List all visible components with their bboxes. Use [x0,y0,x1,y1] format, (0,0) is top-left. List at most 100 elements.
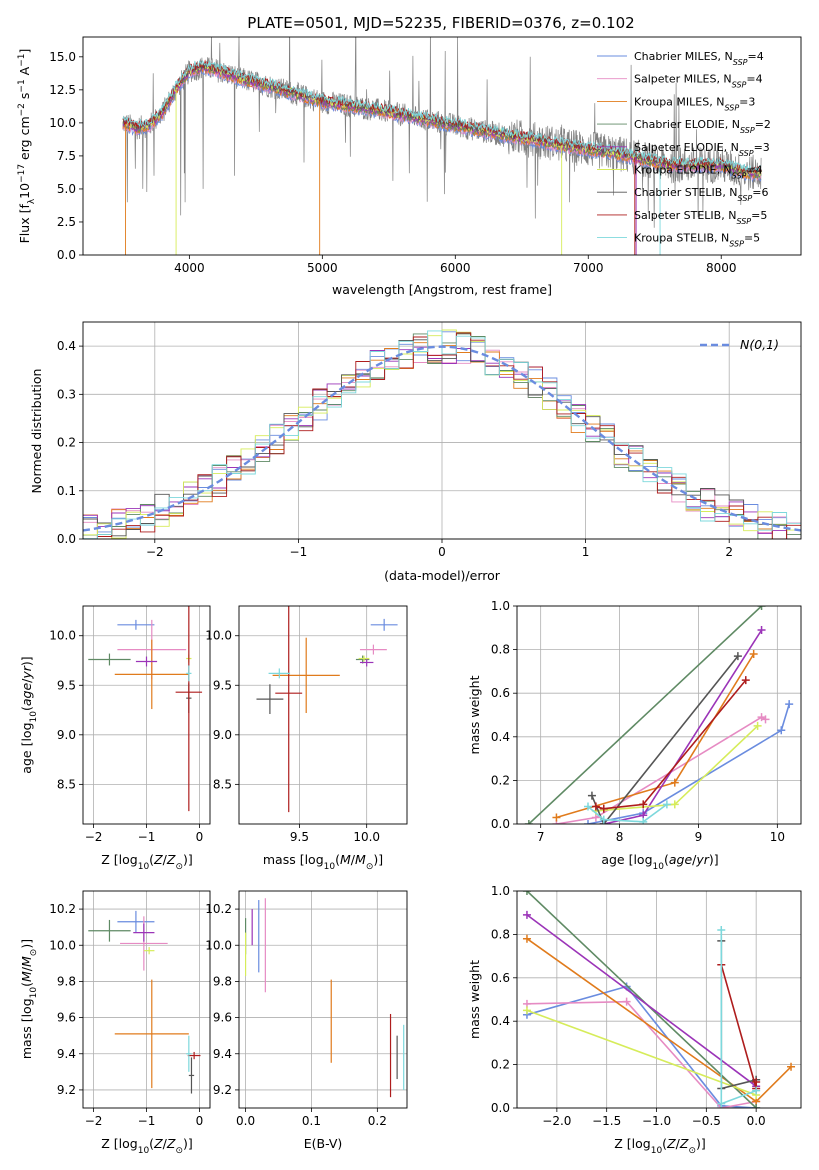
spectrum-frame [82,36,802,256]
weight_vs_Z-point-marker [717,926,726,935]
weight_vs_Z-point-marker [787,1062,796,1071]
weight_vs_age-series-line [587,803,668,823]
age_vs_mass-errorbar [359,644,387,655]
age-vs-z-xlabel: Z [log10(Z/Z⊙)] [101,852,193,872]
weight_vs_Z-series-line [720,964,758,1089]
weight_vs_Z-ytick-label: 0.6 [491,971,510,985]
residuals-xtick-label: −2 [146,545,164,559]
mass_vs_Z-xtick-label: 0 [196,1114,204,1128]
weight_vs_Z-xtick-label: −1.0 [642,1114,671,1128]
age_vs_mass-frame [238,605,408,825]
weight_vs_age-ytick-label: 0.4 [491,730,510,744]
mass_vs_EBV-ytick-label: 10.0 [205,938,232,952]
weight_vs_Z-frame [516,890,802,1109]
weight_vs_age-axes: 7 8 9 10 0.0 0.2 0.4 0.6 0.8 1.0 [491,599,802,844]
residuals-ytick-label: 0.0 [57,532,76,546]
weight_vs_age-point-marker [552,813,561,822]
weight_vs_age-point-marker [749,649,758,658]
weight_vs_age-ytick-label: 0.6 [491,686,510,700]
residuals-legend-label: N(0,1) [740,337,779,352]
weight_vs_Z-series-line [720,930,757,1105]
weight_vs_age-xtick-label: 10 [770,830,785,844]
weight_vs_age-series-line [528,606,763,824]
residuals-xtick-label: −1 [290,545,308,559]
age_vs_mass-errorbar [370,618,398,631]
weight_vs_age-xtick-label: 7 [537,830,545,844]
age_vs_Z-errorbar [135,656,158,667]
residuals-histogram [83,332,801,539]
weight_vs_age-point-marker [753,721,762,730]
spectrum-ytick-label: 15.0 [49,50,76,64]
weight_vs_age-series-line [591,655,739,824]
mass_vs_EBV-ytick-label: 9.4 [213,1047,232,1061]
age_vs_Z-xtick-label: −1 [138,830,156,844]
spectrum-xtick-label: 7000 [573,261,604,275]
mass_vs_Z-axes: −2 −1 0 9.2 9.4 9.6 9.8 10.0 10.2 [49,890,211,1128]
weight_vs_Z-point-marker [752,1077,761,1086]
mass_vs_Z-ytick-label: 9.2 [57,1083,76,1097]
weight_vs_age-point-marker [757,625,766,634]
residuals-xlabel: (data-model)/error [384,568,501,583]
age_vs_Z-errorbar [88,653,131,666]
weight_vs_Z-xtick-label: −0.5 [692,1114,721,1128]
weight_vs_Z-series-line [526,1009,757,1096]
mass-vs-z-xlabel: Z [log10(Z/Z⊙)] [101,1136,193,1156]
spectrum-model-line [122,60,762,174]
weight_vs_age-ytick-label: 0.0 [491,817,510,831]
mass_vs_Z-errorbar [188,1057,195,1094]
weight_vs_age-point-marker [757,606,766,610]
weight_vs_Z-point-marker [522,891,531,895]
age_vs_Z-ytick-label: 10.0 [49,629,76,643]
weight_vs_Z-ytick-label: 0.4 [491,1014,510,1028]
weight_vs_age-point-marker [785,700,794,709]
weight_vs_Z-series-line [526,985,757,1108]
weight_vs_age-plot-area [524,606,794,824]
mass_vs_EBV-plot-area [244,898,405,1098]
age_vs_mass-ytick-label: 9.5 [213,678,232,692]
age-vs-mass-xlabel: mass [log10(M/M⊙)] [263,852,383,872]
mass_vs_Z-ytick-label: 10.2 [49,902,76,916]
weight_vs_age-point-marker [584,820,592,824]
weight_vs_Z-point-marker [752,1104,761,1108]
spectrum-xtick-label: 6000 [440,261,471,275]
age_vs_Z-errorbar [117,619,155,630]
figure-title: PLATE=0501, MJD=52235, FIBERID=0376, z=0… [247,14,634,32]
weight_vs_age-series-line [556,716,766,824]
spectrum-legend-label: Kroupa MILES, NSSP=3 [634,95,755,112]
mass_vs_Z-xtick-label: −2 [85,1114,103,1128]
mass_vs_Z-errorbar [187,1051,201,1060]
mass_vs_Z-errorbar [114,979,189,1089]
spectrum-xlabel: wavelength [Angstrom, rest frame] [332,282,552,297]
weight_vs_Z-axes: −2.0 −1.5 −1.0 −0.5 0.0 0.0 0.2 0.4 0.6 0.8 1.0 [491,884,802,1128]
mass_vs_Z-errorbar [88,919,131,942]
age_vs_mass-ytick-label: 9.0 [213,728,232,742]
weight_vs_Z-point-marker [522,934,531,943]
weight_vs_Z-series-line [526,891,757,1108]
weight-vs-z-xlabel: Z [log10(Z/Z⊙)] [614,1136,706,1156]
mass_vs_EBV-xtick-label: 0.0 [236,1114,255,1128]
residuals-ytick-label: 0.3 [57,387,76,401]
residuals-xtick-label: 2 [725,545,733,559]
weight_vs_age-series-line [587,703,790,824]
age-vs-z-ylabel: age [log10(age/yr)] [19,656,39,773]
spectrum-legend-label: Salpeter STELIB, NSSP=5 [634,209,767,226]
weight_vs_age-series-line [595,679,747,810]
spectrum-model-line [122,62,762,175]
spectrum-legend-label: Salpeter ELODIE, NSSP=3 [634,141,770,158]
spectrum-plot-area [122,37,762,255]
mass_vs_EBV-xtick-label: 0.2 [368,1114,387,1128]
age_vs_mass-xtick-label: 9.5 [290,830,309,844]
residuals-ylabel: Normed distribution [29,369,44,494]
age_vs_Z-ytick-label: 8.5 [57,777,76,791]
mass_vs_Z-ytick-label: 9.8 [57,974,76,988]
age_vs_Z-plot-area [88,606,203,812]
residuals-histogram [83,330,801,539]
residuals-plot-area [83,329,801,539]
residuals-ytick-label: 0.4 [57,339,76,353]
spectrum-ytick-label: 10.0 [49,116,76,130]
weight_vs_age-xtick-label: 9 [695,830,703,844]
residuals-histogram [83,332,801,539]
weight_vs_age-point-marker [741,676,750,685]
spectrum-xtick-label: 5000 [307,261,338,275]
